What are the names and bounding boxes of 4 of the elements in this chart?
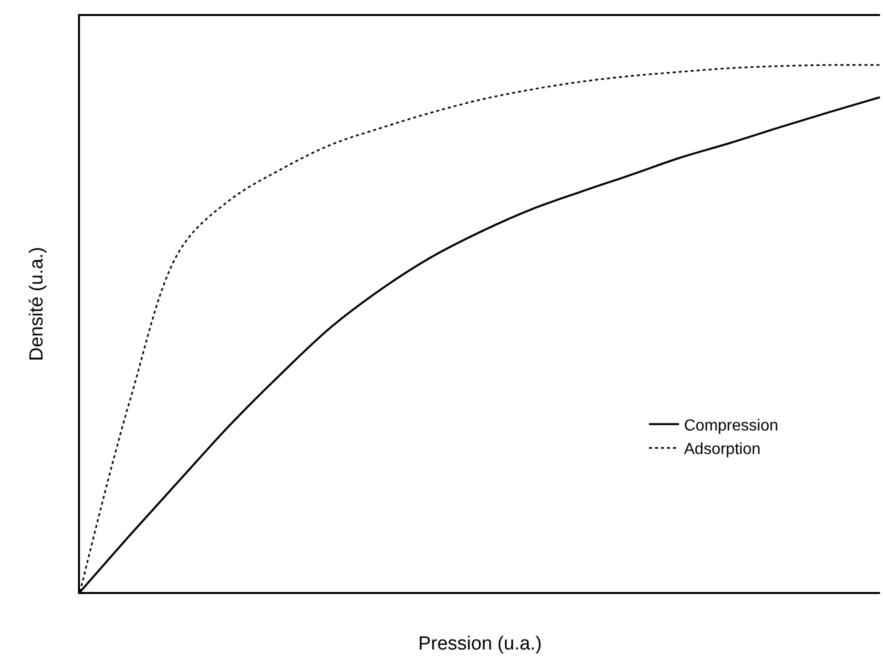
legend-label: Compression xyxy=(684,417,778,434)
legend-label: Adsorption xyxy=(684,441,760,458)
x-axis-title: Pression (u.a.) xyxy=(418,633,542,654)
y-axis-title: Densité (u.a.) xyxy=(26,246,48,362)
